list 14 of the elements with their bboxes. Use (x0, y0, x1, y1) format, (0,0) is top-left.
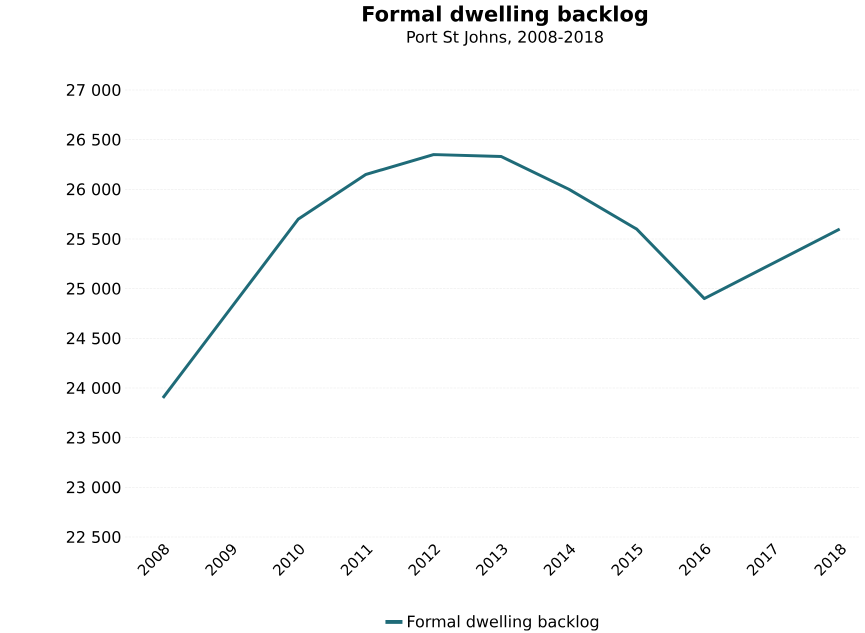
y-tick-label: 22 500 (66, 531, 120, 544)
chart-subtitle: Port St Johns, 2008-2018 (408, 30, 603, 46)
y-tick-label: 26 500 (66, 134, 120, 146)
legend-label: Formal dwelling backlog (408, 615, 598, 631)
y-tick-label: 23 500 (66, 432, 120, 444)
y-tick-label: 25 500 (66, 233, 120, 246)
y-tick-label: 23 000 (66, 481, 120, 494)
y-tick-label: 24 500 (66, 332, 120, 344)
chart-title: Formal dwelling backlog (363, 6, 648, 26)
y-tick-label: 27 000 (66, 84, 120, 96)
line-series (161, 153, 842, 400)
y-tick-label: 25 000 (66, 282, 120, 295)
y-tick-label: 26 000 (66, 183, 120, 196)
y-tick-label: 24 000 (66, 382, 120, 394)
